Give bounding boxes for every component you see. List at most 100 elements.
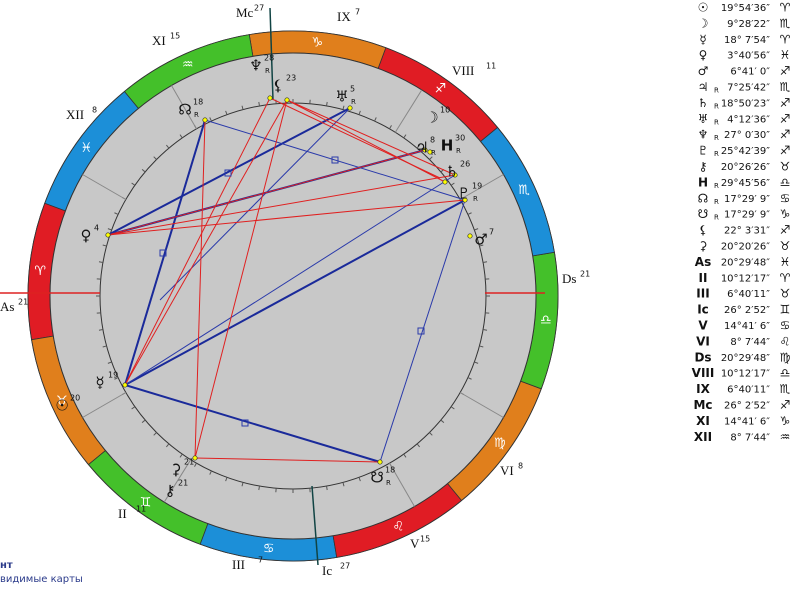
planet-point — [284, 97, 290, 103]
tick — [107, 228, 112, 231]
planet-point — [427, 149, 433, 155]
tick — [114, 212, 119, 215]
house-cusp — [389, 462, 415, 507]
sign-glyph: ♎ — [540, 313, 552, 328]
table-position: 27° 0′30″ — [724, 130, 770, 141]
planet-point — [452, 172, 458, 178]
tick — [467, 377, 472, 380]
footer-link[interactable]: видимые карты — [0, 574, 83, 585]
tick — [374, 470, 377, 475]
tick — [403, 134, 407, 139]
aspect-line — [107, 199, 466, 236]
house-degree: 8 — [92, 106, 97, 115]
table-planet: VI — [696, 334, 710, 348]
tick — [258, 485, 260, 491]
planet-degree: 4 — [94, 224, 99, 233]
planet-point — [267, 95, 273, 101]
table-position: 26° 2′52″ — [724, 305, 770, 316]
house-label: III — [232, 557, 245, 572]
aspect-line — [194, 457, 381, 463]
table-sign: ♈ — [780, 32, 791, 46]
aspect-line — [124, 97, 271, 386]
table-planet: ☿ — [699, 32, 706, 46]
planet-point — [462, 197, 468, 203]
table-retro: R — [714, 182, 719, 190]
sign-glyph: ♉ — [56, 394, 68, 409]
table-sign: ♈ — [780, 1, 791, 15]
tick — [450, 182, 455, 186]
table-position: 20°26′26″ — [721, 162, 770, 173]
cusp-lines — [0, 7, 545, 566]
table-retro: R — [714, 102, 719, 110]
table-sign: ♏ — [780, 80, 791, 94]
tick — [326, 485, 328, 491]
planet-glyph: ☋ — [370, 469, 383, 487]
tick — [194, 462, 197, 467]
table-retro: R — [714, 118, 719, 126]
planet-point — [192, 455, 198, 461]
tick — [429, 156, 433, 160]
retro-mark: R — [194, 111, 199, 119]
planet-glyph: ♅ — [335, 88, 348, 106]
planet-glyph: H — [441, 137, 454, 155]
table-position: 7°25′42″ — [727, 83, 770, 94]
table-position: 17°29′ 9″ — [724, 210, 770, 221]
table-sign: ♊ — [780, 303, 791, 317]
ic-line — [311, 485, 319, 566]
tick — [165, 144, 170, 149]
tick — [479, 244, 484, 247]
planet-degree: 30 — [455, 134, 465, 143]
tick — [209, 470, 212, 475]
planet-glyph: ♆ — [249, 57, 262, 75]
aspect-marker — [417, 327, 425, 335]
table-retro: R — [714, 87, 719, 95]
aspect-marker — [241, 419, 249, 427]
table-sign: ♋ — [780, 191, 791, 205]
planet-degree: 21 — [178, 479, 188, 488]
table-planet: ☉ — [698, 1, 709, 15]
planet-degree: 8 — [430, 136, 435, 145]
house-cusp — [82, 392, 127, 418]
retro-mark: R — [456, 147, 461, 155]
table-position: 17°29′ 9″ — [724, 194, 770, 205]
tick — [141, 419, 146, 424]
house-label: VI — [500, 463, 514, 478]
footer-title: нт — [0, 560, 13, 571]
tick — [209, 117, 212, 122]
tick — [165, 443, 170, 448]
planet-point — [105, 232, 111, 238]
table-sign: ♓ — [780, 255, 791, 269]
table-sign: ♒ — [780, 430, 791, 444]
planet-degree: 23 — [286, 74, 296, 83]
aspect-line — [194, 99, 288, 459]
aspect-line — [124, 119, 206, 386]
tick — [358, 477, 361, 482]
table-position: 10°12′17″ — [721, 369, 770, 380]
table-planet: III — [696, 287, 709, 301]
planet-degree: 20 — [70, 394, 80, 403]
table-planet: IX — [696, 382, 710, 396]
house-label: Ds — [562, 271, 576, 286]
table-position: 6°41′ 0″ — [730, 67, 770, 78]
house-label: As — [0, 299, 14, 314]
aspect-line — [107, 107, 351, 236]
aspect-line — [204, 119, 466, 201]
house-degree: 11 — [486, 62, 496, 71]
aspect-line — [124, 199, 466, 386]
table-planet: ♄ — [698, 96, 709, 110]
house-degree: 27 — [254, 4, 264, 13]
tick — [440, 419, 445, 424]
table-sign: ♐ — [780, 144, 791, 158]
table-position: 26° 2′52″ — [724, 401, 770, 412]
sign-glyph: ♊ — [140, 495, 152, 510]
tick — [102, 345, 107, 348]
table-sign: ♐ — [780, 64, 791, 78]
retro-mark: R — [473, 195, 478, 203]
tick — [98, 261, 104, 263]
table-planet: As — [695, 255, 711, 269]
house-degree: 7 — [258, 556, 263, 565]
table-planet: ♃ — [698, 80, 709, 94]
tick — [389, 125, 392, 130]
